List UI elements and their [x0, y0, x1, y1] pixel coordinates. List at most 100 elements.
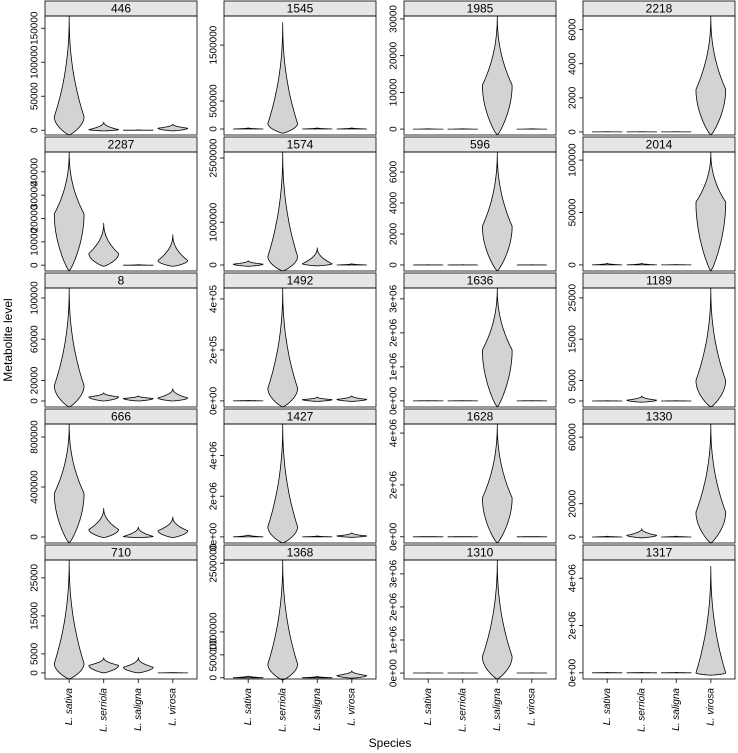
strip-title: 1492	[287, 274, 314, 288]
y-tick-label: 6000	[389, 160, 400, 183]
strip-title: 1628	[467, 410, 494, 424]
panel-frame	[582, 559, 736, 680]
strip-title: 1317	[646, 546, 673, 560]
y-tick-label: 0	[30, 262, 41, 268]
x-tick-label: L. saligna	[312, 688, 323, 731]
strip-title: 2287	[108, 138, 135, 152]
y-tick-label: 2e+06	[209, 482, 220, 511]
violin	[53, 423, 85, 544]
y-tick-label: 2000	[389, 222, 400, 245]
violin	[88, 121, 119, 132]
violin	[232, 534, 264, 538]
strip-title: 1985	[467, 2, 494, 16]
x-axis-title: Species	[369, 736, 412, 750]
violins	[412, 423, 548, 544]
y-tick-label: 0e+00	[568, 658, 579, 687]
violin	[267, 151, 298, 272]
violin	[88, 657, 119, 674]
strip-title: 1427	[287, 410, 314, 424]
violin	[157, 123, 189, 132]
y-tick-label: 3e+06	[389, 284, 400, 313]
strip-title: 1368	[287, 546, 314, 560]
x-tick-label: L. serriola	[636, 688, 647, 732]
y-tick-label: 15000	[30, 602, 41, 630]
y-tick-label: 25000	[568, 284, 579, 312]
y-tick-label: 100000	[568, 143, 579, 177]
x-tick-label: L. sativa	[243, 688, 254, 726]
y-tick-label: 0	[568, 534, 579, 540]
violin	[336, 670, 368, 679]
y-tick-label: 1000000	[209, 202, 220, 241]
y-tick-label: 40000	[30, 157, 41, 185]
panel-frame	[223, 15, 377, 136]
y-tick-label: 400000	[30, 470, 41, 504]
violin	[302, 396, 333, 402]
panel-frame	[223, 151, 377, 272]
violin	[267, 287, 298, 408]
violin	[695, 287, 727, 408]
violin	[232, 675, 264, 679]
violin	[302, 127, 333, 130]
y-tick-label: 20000	[30, 204, 41, 232]
violin	[157, 516, 189, 538]
violin	[336, 263, 368, 266]
strip-title: 1189	[646, 274, 672, 288]
violin	[695, 15, 727, 136]
y-tick-label: 15000	[568, 325, 579, 353]
x-tick-label: L. sativa	[423, 688, 434, 726]
y-tick-label: 4000	[568, 52, 579, 75]
y-tick-label: 2e+06	[389, 318, 400, 347]
y-tick-label: 2e+06	[389, 470, 400, 499]
y-tick-label: 100000	[30, 45, 41, 79]
x-tick-label: L. serriola	[277, 688, 288, 732]
y-tick-label: 2e+05	[209, 335, 220, 364]
y-tick-label: 500000	[209, 638, 220, 672]
y-tick-label: 0	[568, 262, 579, 268]
x-tick-label: L. saligna	[671, 688, 682, 731]
violin	[302, 535, 333, 538]
y-tick-label: 0e+00	[209, 522, 220, 551]
y-tick-label: 0	[209, 126, 220, 132]
violins	[232, 22, 368, 134]
y-tick-label: 3e+06	[389, 559, 400, 588]
y-tick-label: 0	[568, 398, 579, 404]
panel-frame	[223, 287, 377, 408]
panel-frame	[582, 151, 736, 272]
violins	[591, 423, 727, 544]
strip-title: 596	[470, 138, 490, 152]
x-tick-label: L. serriola	[98, 688, 109, 732]
y-tick-label: 50000	[30, 82, 41, 110]
y-tick-label: 20000	[568, 489, 579, 517]
violin	[232, 400, 264, 402]
violins	[53, 15, 189, 136]
y-axis-title: Metabolite level	[1, 298, 15, 381]
panel-frame	[403, 423, 557, 544]
violin	[53, 559, 85, 680]
violins	[412, 151, 548, 272]
panel-frame	[403, 15, 557, 136]
x-tick-label: L. sativa	[602, 688, 613, 726]
x-tick-label: L. saligna	[133, 688, 144, 731]
y-tick-label: 5000	[568, 369, 579, 392]
strip-title: 8	[118, 274, 125, 288]
violins	[591, 151, 727, 272]
y-tick-label: 0	[389, 126, 400, 132]
y-tick-label: 0e+00	[209, 386, 220, 415]
x-tick-label: L. virosa	[167, 688, 178, 726]
y-tick-label: 20000	[30, 366, 41, 394]
violin	[232, 127, 264, 130]
y-tick-label: 4e+06	[209, 441, 220, 470]
y-tick-label: 0e+00	[389, 386, 400, 415]
y-tick-label: 30000	[30, 181, 41, 209]
violin	[336, 127, 368, 130]
violin	[157, 388, 189, 402]
violin	[482, 287, 513, 408]
y-tick-label: 1000000	[209, 612, 220, 651]
y-tick-label: 2500000	[209, 543, 220, 582]
y-tick-label: 0e+00	[389, 659, 400, 688]
violins	[53, 559, 189, 680]
y-tick-label: 60000	[30, 325, 41, 353]
y-tick-label: 4000	[389, 191, 400, 214]
violins	[412, 287, 548, 408]
